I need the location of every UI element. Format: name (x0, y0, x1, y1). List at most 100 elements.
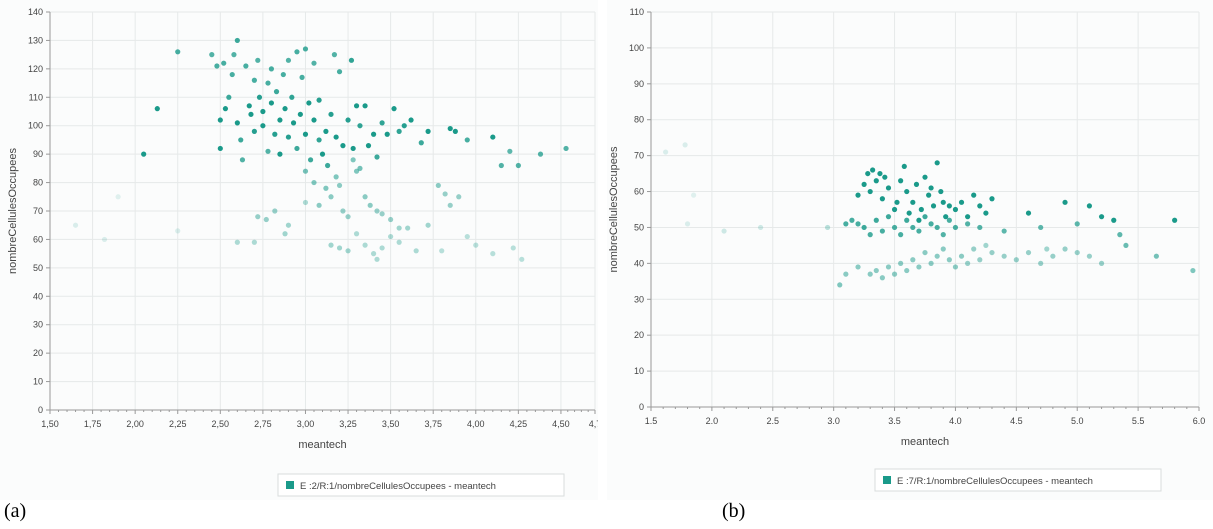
y-tick-label: 110 (630, 7, 644, 17)
data-point (1038, 224, 1044, 231)
data-point (865, 170, 871, 177)
x-tick-label: 3,00 (297, 419, 315, 429)
legend: E :7/R:1/nombreCellulesOccupees - meante… (874, 468, 1162, 492)
data-point (401, 123, 407, 129)
data-point (413, 248, 419, 254)
data-point (1086, 203, 1092, 209)
data-point (238, 137, 244, 143)
data-point (946, 257, 952, 263)
data-point (901, 163, 907, 170)
data-point (260, 108, 266, 115)
data-point (473, 242, 479, 248)
data-point (1153, 253, 1159, 259)
data-point (898, 260, 904, 266)
y-tick-label: 120 (28, 64, 43, 74)
data-point (307, 157, 314, 163)
caption-a: (a) (4, 500, 27, 522)
data-point (519, 256, 525, 262)
data-point (904, 267, 910, 274)
x-tick-label: 4.0 (949, 416, 962, 426)
data-point (374, 208, 380, 214)
data-point (952, 224, 959, 231)
chart-panel-b: 1.5 2.0 2.5 3.0 3.5 4.0 4.5 5.0 5.5 6.0 0 10 20 30 40 5… (607, 0, 1213, 500)
data-point (663, 149, 669, 155)
data-point (882, 174, 888, 180)
data-point (946, 217, 952, 223)
data-point (682, 142, 688, 148)
data-point (353, 168, 360, 174)
data-point (418, 140, 424, 146)
data-point (175, 228, 181, 234)
data-point (439, 248, 445, 254)
data-point (285, 222, 292, 228)
y-tick-label: 0 (38, 405, 43, 415)
data-point (316, 202, 322, 208)
data-point (435, 182, 441, 189)
data-point (268, 100, 275, 106)
data-point (537, 151, 544, 157)
data-point (405, 225, 411, 231)
y-tick-label: 10 (634, 366, 644, 376)
data-point (260, 123, 266, 129)
legend-swatch (883, 476, 891, 484)
data-point (408, 117, 414, 123)
legend-label: E :7/R:1/nombreCellulesOccupees - meante… (897, 476, 1093, 487)
data-point (272, 131, 278, 137)
data-point (323, 185, 329, 191)
data-point (1086, 253, 1092, 259)
data-point (294, 145, 300, 152)
data-point (1117, 232, 1123, 238)
data-point (510, 245, 516, 251)
data-point (464, 233, 470, 240)
data-point (396, 225, 402, 231)
data-point (154, 106, 160, 112)
data-point (855, 264, 861, 270)
data-point (294, 49, 300, 55)
data-point (515, 162, 521, 169)
data-point (222, 106, 229, 112)
data-point (971, 192, 977, 198)
data-point (311, 60, 317, 66)
y-tick-label: 10 (33, 377, 43, 387)
data-point (922, 214, 928, 220)
data-point (1025, 249, 1032, 256)
data-point (867, 188, 873, 195)
data-point (365, 143, 372, 149)
y-tick-label: 50 (634, 222, 644, 232)
data-point (299, 74, 305, 80)
y-tick-label: 40 (33, 291, 43, 301)
data-point (691, 192, 697, 198)
data-point (490, 251, 496, 257)
data-point (721, 228, 727, 234)
data-point (894, 199, 900, 205)
data-point (563, 145, 569, 152)
data-point (922, 174, 928, 180)
y-tick-label: 60 (33, 234, 43, 244)
data-point (357, 165, 363, 171)
data-point (885, 185, 892, 191)
data-point (891, 224, 898, 231)
data-point (425, 222, 431, 228)
data-point (367, 202, 373, 208)
data-point (277, 117, 283, 123)
x-tick-label: 4.5 (1010, 416, 1023, 426)
data-point (384, 131, 390, 137)
data-point (940, 232, 946, 238)
data-point (913, 181, 920, 187)
data-point (72, 222, 79, 228)
data-point (977, 203, 983, 209)
data-point (447, 202, 453, 208)
data-point (379, 120, 385, 126)
data-point (229, 71, 235, 78)
data-point (1190, 267, 1196, 274)
data-point (855, 192, 861, 198)
data-point (255, 57, 261, 63)
data-point (916, 264, 922, 270)
y-tick-label: 40 (634, 258, 644, 268)
data-point (289, 94, 295, 100)
data-point (282, 231, 288, 237)
data-point (388, 233, 394, 240)
data-point (396, 128, 402, 134)
x-tick-label: 5.0 (1071, 416, 1084, 426)
data-point (926, 192, 932, 198)
